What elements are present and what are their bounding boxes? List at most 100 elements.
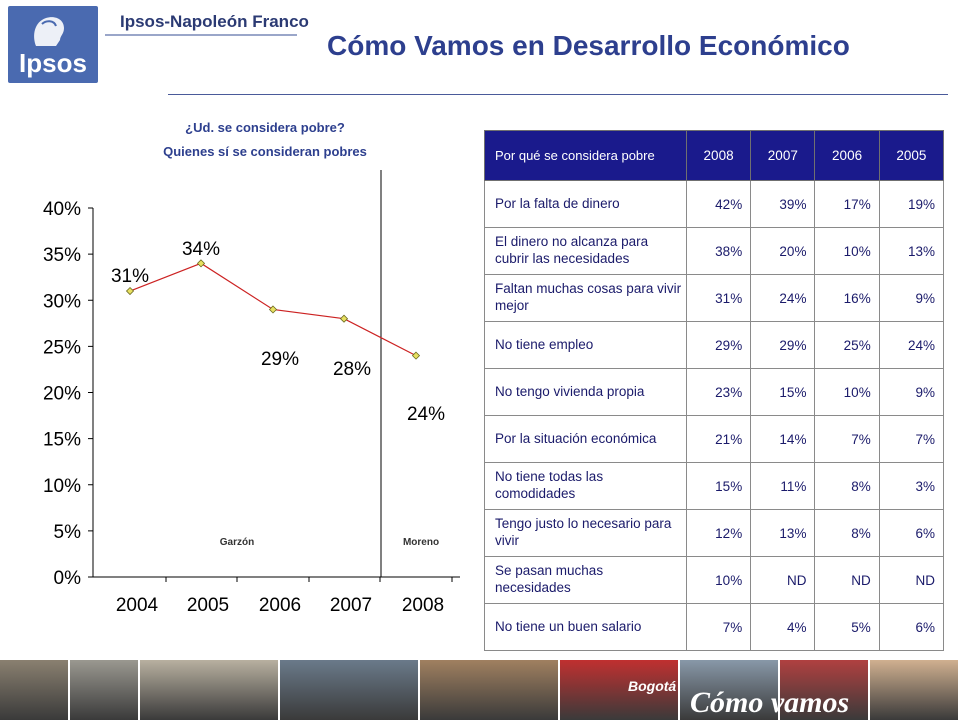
table-row: No tiene todas las comodidades 15% 11% 8% 3%: [484, 462, 945, 510]
photo-thumbnail: [780, 660, 870, 720]
data-label: 28%: [333, 359, 371, 380]
header-2007: 2007: [750, 130, 816, 181]
table-row: No tiene un buen salario 7% 4% 5% 6%: [484, 603, 945, 651]
y-tick-label: 25%: [43, 337, 81, 358]
row-value: 9%: [878, 368, 945, 416]
row-label: Tengo justo lo necesario para vivir: [484, 509, 687, 557]
row-value: 20%: [750, 227, 816, 275]
y-tick-label: 15%: [43, 430, 81, 451]
photo-thumbnail: [870, 660, 960, 720]
row-value: 11%: [750, 462, 816, 510]
row-value: 7%: [878, 415, 945, 463]
data-point: [411, 351, 421, 360]
company-name: Ipsos-Napoleón Franco: [120, 12, 309, 31]
row-value: 6%: [878, 603, 945, 651]
row-value: 15%: [750, 368, 816, 416]
table-header-row: Por qué se considera pobre 2008 2007 200…: [484, 130, 945, 181]
mayor-label: Garzón: [220, 537, 254, 548]
company-underline: [105, 34, 297, 36]
data-label: 31%: [111, 266, 149, 287]
y-tick-label: 0%: [54, 568, 82, 589]
row-value: 9%: [878, 274, 945, 322]
y-tick-label: 5%: [54, 522, 82, 543]
row-value: 4%: [750, 603, 816, 651]
row-value: 5%: [814, 603, 880, 651]
row-value: 29%: [685, 321, 752, 369]
photo-thumbnail: [0, 660, 70, 720]
row-value: 21%: [685, 415, 752, 463]
mayor-label: Moreno: [403, 537, 439, 548]
x-tick-label: 2004: [116, 595, 159, 616]
row-value: 13%: [878, 227, 945, 275]
header-2006: 2006: [814, 130, 880, 181]
row-value: ND: [814, 556, 880, 604]
x-tick-label: 2005: [187, 595, 229, 616]
data-label: 29%: [261, 349, 299, 370]
brand-como-vamos: Cómo vamos: [690, 686, 850, 719]
header-reason: Por qué se considera pobre: [484, 130, 687, 181]
row-label: Faltan muchas cosas para vivir mejor: [484, 274, 687, 322]
data-point: [125, 286, 135, 296]
x-tick-label: 2006: [259, 595, 301, 616]
data-label: 34%: [182, 239, 220, 260]
row-label: No tengo vivienda propia: [484, 368, 687, 416]
row-value: 10%: [814, 227, 880, 275]
row-value: 8%: [814, 462, 880, 510]
row-label: No tiene todas las comodidades: [484, 462, 687, 510]
row-value: ND: [878, 556, 945, 604]
photo-thumbnail: [280, 660, 420, 720]
face-profile-icon: [34, 17, 64, 46]
table-row: No tengo vivienda propia 23% 15% 10% 9%: [484, 368, 945, 416]
y-tick-label: 10%: [43, 476, 81, 497]
table-row: No tiene empleo 29% 29% 25% 24%: [484, 321, 945, 369]
slide-title: Cómo Vamos en Desarrollo Económico: [327, 30, 850, 61]
row-value: 15%: [685, 462, 752, 510]
line-chart: 0%5%10%15%20%25%30%35%40% 2004 2005 2006 20…: [43, 170, 460, 616]
y-tick-label: 20%: [43, 384, 81, 405]
y-tick-label: 30%: [43, 291, 81, 312]
row-value: 10%: [814, 368, 880, 416]
row-value: 29%: [750, 321, 816, 369]
brand-bogota: Bogotá: [628, 678, 677, 694]
row-value: 13%: [750, 509, 816, 557]
y-tick-label: 35%: [43, 245, 81, 266]
row-value: 3%: [878, 462, 945, 510]
table-row: Faltan muchas cosas para vivir mejor 31% 2…: [484, 274, 945, 322]
data-point: [196, 259, 206, 268]
row-value: 12%: [685, 509, 752, 557]
row-value: 42%: [685, 180, 752, 228]
logo-text: Ipsos: [19, 48, 87, 78]
row-value: 14%: [750, 415, 816, 463]
row-label: El dinero no alcanza para cubrir las nec…: [484, 227, 687, 275]
x-tick-label: 2007: [330, 595, 372, 616]
row-value: ND: [750, 556, 816, 604]
chart-subtitle: Quienes sí se consideran pobres: [163, 144, 367, 159]
row-value: 6%: [878, 509, 945, 557]
ipsos-logo: Ipsos: [8, 6, 98, 83]
table-row: El dinero no alcanza para cubrir las nec…: [484, 227, 945, 275]
photo-thumbnail: [680, 660, 780, 720]
table-row: Por la situación económica 21% 14% 7% 7%: [484, 415, 945, 463]
chart-axes: [92, 170, 460, 578]
chart-series: [125, 259, 421, 360]
row-value: 38%: [685, 227, 752, 275]
data-label: 24%: [407, 404, 445, 425]
row-value: 7%: [685, 603, 752, 651]
row-label: Por la falta de dinero: [484, 180, 687, 228]
row-label: No tiene un buen salario: [484, 603, 687, 651]
row-label: No tiene empleo: [484, 321, 687, 369]
x-ticks: 2004 2005 2006 2007 2008: [116, 577, 453, 616]
photo-thumbnail: [70, 660, 140, 720]
photo-thumbnail: [140, 660, 280, 720]
row-value: 24%: [878, 321, 945, 369]
table-row: Tengo justo lo necesario para vivir 12% 13…: [484, 509, 945, 557]
row-value: 19%: [878, 180, 945, 228]
reasons-table: Por qué se considera pobre 2008 2007 200…: [484, 130, 945, 651]
x-tick-label: 2008: [402, 595, 444, 616]
row-value: 10%: [685, 556, 752, 604]
chart-title: ¿Ud. se considera pobre?: [185, 120, 345, 135]
table-row: Por la falta de dinero 42% 39% 17% 19%: [484, 180, 945, 228]
row-value: 24%: [750, 274, 816, 322]
photo-strip: [0, 660, 960, 720]
y-ticks: 0% 5% 10% 15% 20% 25% 30% 35% 40%: [43, 199, 93, 589]
